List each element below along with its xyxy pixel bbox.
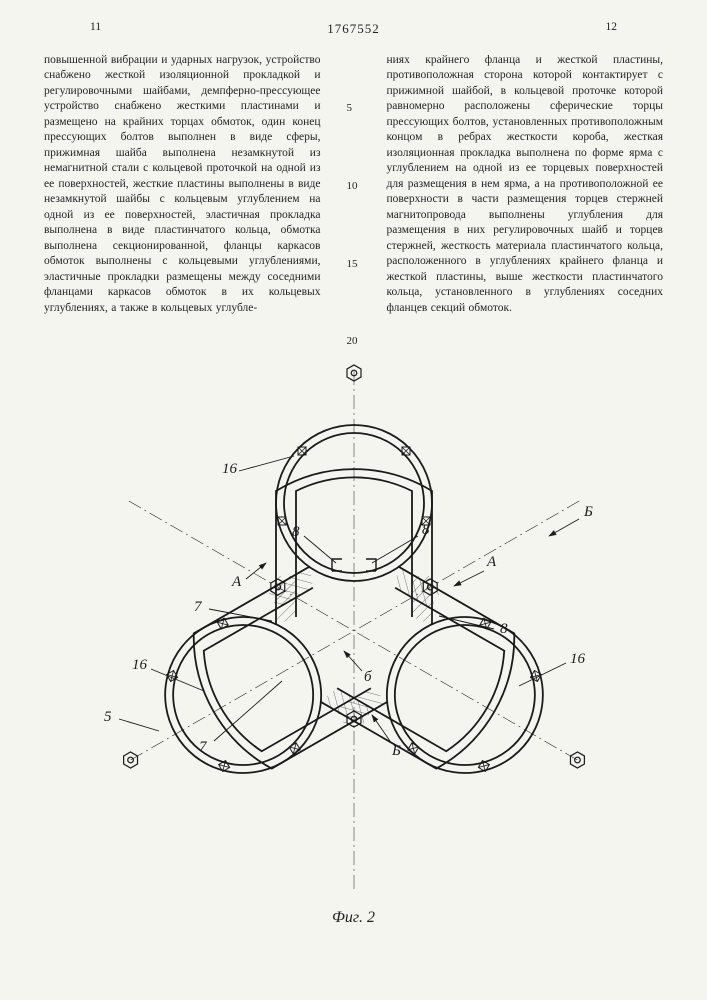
line-marker-5: 5 (347, 101, 353, 116)
figure-2-svg: 16 8 8 А А Б 7 16 5 7 8 16 б Б (74, 351, 634, 901)
label-16b: 16 (132, 657, 148, 673)
right-page-number: 12 (606, 20, 618, 36)
figure-2: 16 8 8 А А Б 7 16 5 7 8 16 б Б (0, 326, 707, 901)
label-b-small: б (364, 669, 372, 685)
patent-number: 1767552 (327, 20, 380, 38)
label-A1: А (231, 574, 242, 590)
label-7a: 7 (194, 599, 203, 615)
left-page-number: 11 (90, 20, 101, 36)
text-columns: повышенной вибрации и ударных нагрузок, … (0, 41, 707, 327)
line-number-gutter: 5 10 15 20 (347, 53, 361, 317)
right-column: ниях крайнего фланца и жесткой пластины,… (387, 53, 664, 317)
label-16c: 16 (570, 651, 586, 667)
label-7b: 7 (199, 739, 208, 755)
label-16a: 16 (222, 461, 238, 477)
label-8b: 8 (422, 522, 430, 538)
label-8c: 8 (500, 621, 508, 637)
label-B1: Б (583, 504, 593, 520)
line-marker-15: 15 (347, 257, 358, 272)
line-marker-20: 20 (347, 334, 358, 349)
label-A2: А (486, 554, 497, 570)
label-5: 5 (104, 709, 112, 725)
label-B2: Б (391, 743, 401, 759)
label-8a: 8 (292, 524, 300, 540)
line-marker-10: 10 (347, 179, 358, 194)
left-column: повышенной вибрации и ударных нагрузок, … (44, 53, 321, 317)
figure-caption: Фиг. 2 (0, 907, 707, 929)
